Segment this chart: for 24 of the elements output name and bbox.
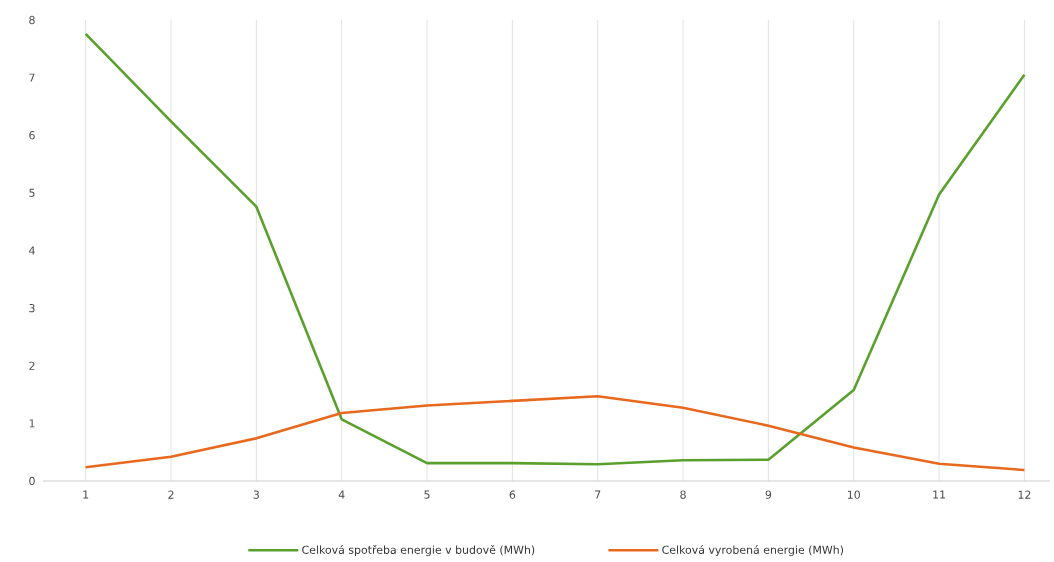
x-tick-label: 12 bbox=[1018, 490, 1031, 499]
y-tick-label: 0 bbox=[29, 476, 35, 486]
line-series bbox=[84, 32, 1026, 466]
y-tick-label: 1 bbox=[29, 419, 35, 428]
legend-label: Celková vyrobená energie (MWh) bbox=[662, 545, 844, 557]
x-tick-label: 10 bbox=[847, 490, 860, 499]
y-tick-label: 6 bbox=[29, 131, 35, 140]
x-tick-label: 4 bbox=[338, 490, 345, 499]
x-tick-label: 6 bbox=[509, 490, 516, 499]
x-tick-label: 1 bbox=[83, 490, 89, 499]
x-tick-label: 8 bbox=[680, 490, 686, 499]
y-tick-label: 4 bbox=[29, 246, 35, 255]
x-tick-label: 2 bbox=[168, 490, 174, 499]
x-tick-label: 5 bbox=[424, 490, 430, 499]
y-tick-label: 8 bbox=[29, 15, 35, 25]
x-tick-label: 11 bbox=[933, 490, 946, 499]
x-tick-label: 9 bbox=[765, 490, 772, 499]
x-tick-label: 3 bbox=[253, 490, 259, 499]
y-tick-label: 2 bbox=[29, 361, 35, 370]
legend-label: Celková spotřeba energie v budově (MWh) bbox=[302, 545, 535, 557]
x-tick-label: 7 bbox=[595, 490, 601, 499]
y-tick-label: 5 bbox=[29, 188, 35, 197]
y-tick-label: 3 bbox=[29, 303, 35, 313]
y-tick-label: 7 bbox=[29, 73, 35, 82]
